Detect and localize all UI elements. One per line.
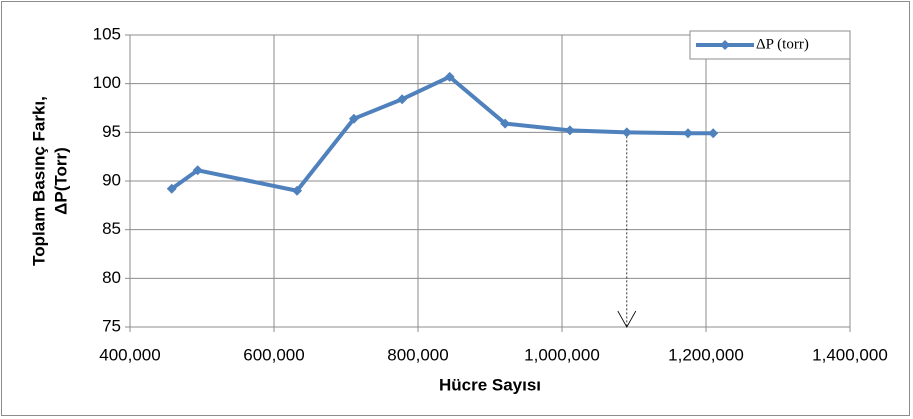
y-tick-label: 80 (102, 268, 121, 287)
point (397, 94, 408, 105)
point (564, 125, 575, 136)
point (621, 127, 632, 138)
y-axis-title: Toplam Basınç Farkı, (29, 96, 48, 266)
y-tick-label: 75 (102, 316, 121, 335)
point (708, 128, 719, 139)
x-tick-label: 400,000 (99, 345, 160, 364)
arrow-head (617, 310, 637, 328)
x-axis-title: Hücre Sayısı (439, 375, 541, 394)
x-tick-label: 1,200,000 (668, 345, 744, 364)
point (292, 185, 303, 196)
point (166, 183, 177, 194)
point (500, 118, 511, 129)
y-tick-label: 105 (93, 24, 121, 43)
y-tick-label: 100 (93, 73, 121, 92)
legend-marker (720, 40, 730, 50)
legend-label: ΔP (torr) (756, 36, 809, 52)
y-tick-label: 95 (102, 122, 121, 141)
x-tick-label: 1,000,000 (524, 345, 600, 364)
y-tick-label: 90 (102, 170, 121, 189)
point (192, 165, 203, 176)
point (683, 128, 693, 139)
y-tick-label: 85 (102, 219, 121, 238)
x-tick-label: 600,000 (243, 345, 304, 364)
x-tick-label: 800,000 (387, 345, 448, 364)
point (348, 113, 359, 124)
y-axis-title: ΔP(Torr) (51, 147, 70, 215)
x-tick-label: 1,400,000 (812, 345, 888, 364)
point (444, 71, 455, 82)
